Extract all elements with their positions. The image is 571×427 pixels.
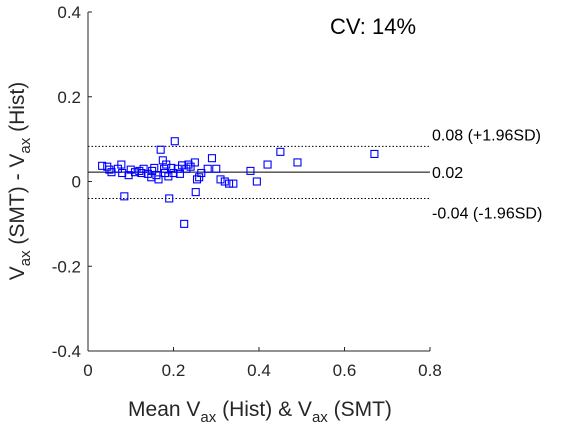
x-tick-label: 0 [83,361,92,380]
data-point [152,171,161,180]
mean-line-group [88,145,430,199]
data-point [186,162,195,171]
data-point [246,166,255,175]
line-annotation: -0.04 (-1.96SD) [432,205,542,222]
data-point [180,219,189,228]
data-point [225,179,234,188]
y-tick-label: -0.4 [52,342,81,361]
data-point [252,177,261,186]
y-tick-label: 0 [72,173,81,192]
data-point [276,147,285,156]
data-point [154,175,163,184]
y-tick-label: -0.2 [52,257,81,276]
data-point [175,169,184,178]
line-annotation: 0.08 (+1.96SD) [432,127,541,144]
data-point [137,168,146,178]
data-point [182,164,191,173]
data-point [370,149,379,159]
y-axis-label: Vax (SMT) - Vax (Hist) [6,82,34,281]
data-point [135,166,144,175]
data-point [117,160,126,169]
data-point [156,145,165,154]
data-point [192,175,202,184]
data-point [130,168,140,177]
data-point [195,173,204,182]
tick-labels: 0 0.2 0.4 0.6 0.8 -0.4 -0.2 0 0.2 0.4 [52,3,442,380]
line-annotations: 0.08 (+1.96SD) 0.02 -0.04 (-1.96SD) [432,127,542,222]
data-point [191,188,200,197]
data-point [207,154,217,163]
data-point [212,164,221,173]
data-point [184,160,193,169]
y-tick-label: 0.4 [57,3,81,22]
data-point [120,192,129,201]
data-points [98,137,379,228]
data-point [170,137,179,146]
x-tick-label: 0.6 [333,361,357,380]
data-point [293,158,302,167]
axes [87,11,431,352]
data-point [203,164,212,173]
y-tick-label: 0.2 [57,88,81,107]
data-point [197,168,206,178]
data-point [216,175,225,184]
data-point [139,164,148,173]
data-point [169,168,178,178]
data-point [126,165,135,174]
x-tick-label: 0.8 [418,361,442,380]
data-point [263,160,272,169]
data-point [165,194,174,203]
data-point [105,165,114,174]
line-annotation: 0.02 [432,165,463,182]
x-tick-label: 0.4 [247,361,271,380]
data-point [118,168,127,178]
cv-label: CV: 14% [330,14,416,39]
data-point [167,163,176,172]
data-point [190,158,199,167]
data-point [229,179,238,188]
x-axis-label: Mean Vax (Hist) & Vax (SMT) [128,398,392,426]
data-point [220,177,229,186]
x-tick-label: 0.2 [162,361,186,380]
